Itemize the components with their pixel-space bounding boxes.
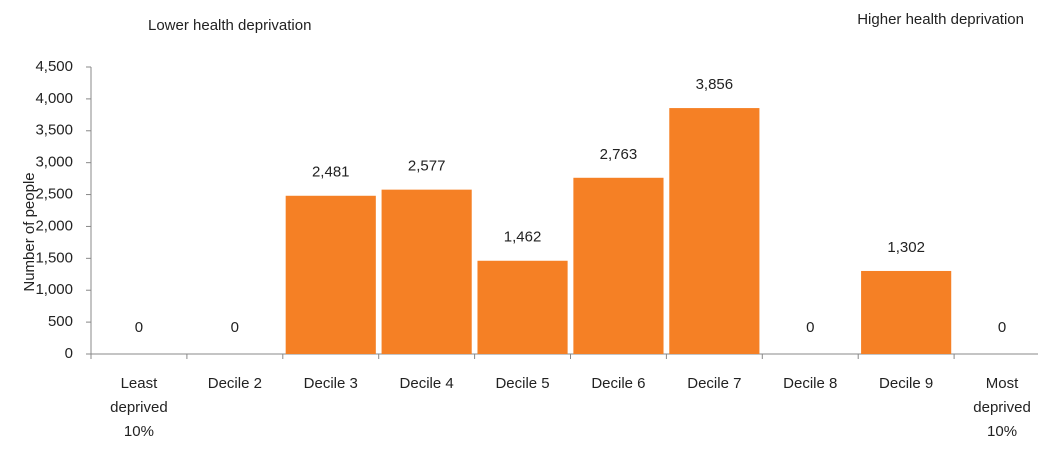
- y-tick-label: 0: [65, 345, 73, 362]
- bar: [861, 270, 952, 354]
- x-tick-label: Decile 6: [591, 375, 646, 392]
- value-label: 1,462: [504, 229, 542, 246]
- y-tick-label: 1,000: [35, 281, 73, 298]
- value-label: 3,856: [696, 76, 734, 93]
- value-label: 2,481: [312, 164, 350, 181]
- x-tick-label: Decile 7: [687, 375, 742, 392]
- value-label: 2,577: [408, 158, 446, 175]
- x-tick-label: Decile 2: [207, 375, 262, 392]
- y-tick-label: 2,000: [35, 217, 73, 234]
- x-tick-label: Decile 9: [879, 375, 934, 392]
- bar: [573, 177, 664, 354]
- annotation: Higher health deprivation: [857, 11, 1024, 28]
- y-tick-label: 1,500: [35, 249, 73, 266]
- value-label: 0: [998, 319, 1006, 336]
- x-tick-label: Decile 5: [495, 375, 550, 392]
- x-tick-label: Most deprived 10%: [973, 375, 1031, 440]
- bar: [381, 189, 472, 354]
- value-label: 0: [135, 319, 143, 336]
- annotation: Lower health deprivation: [148, 17, 311, 34]
- x-tick-label: Decile 4: [399, 375, 454, 392]
- y-tick-label: 4,000: [35, 90, 73, 107]
- x-tick-label: Decile 8: [783, 375, 838, 392]
- y-tick-label: 4,500: [35, 58, 73, 75]
- value-label: 1,302: [887, 239, 925, 256]
- x-tick-label: Least deprived 10%: [110, 375, 168, 440]
- bar: [285, 195, 376, 354]
- y-tick-label: 3,000: [35, 154, 73, 171]
- y-tick-label: 2,500: [35, 186, 73, 203]
- value-label: 2,763: [600, 146, 638, 163]
- bar: [477, 260, 568, 354]
- y-tick-label: 3,500: [35, 122, 73, 139]
- value-label: 0: [231, 319, 239, 336]
- y-tick-label: 500: [48, 313, 73, 330]
- y-axis-title: Number of people: [21, 172, 38, 291]
- value-label: 0: [806, 319, 814, 336]
- bar: [669, 108, 760, 354]
- x-tick-label: Decile 3: [303, 375, 358, 392]
